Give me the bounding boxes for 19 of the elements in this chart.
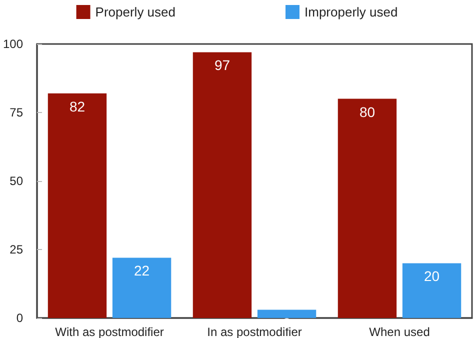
legend-label: Properly used: [95, 4, 176, 20]
bar: [48, 93, 107, 318]
y-tick-label: 0: [16, 311, 24, 325]
y-tick-label: 100: [2, 37, 24, 51]
legend-label: Improperly used: [304, 4, 398, 20]
data-label: 82: [69, 98, 86, 114]
bar: [402, 263, 462, 318]
data-label: 80: [359, 104, 376, 120]
data-label: 22: [134, 262, 150, 279]
y-tick-label: 25: [10, 242, 24, 256]
x-tick-label: When used: [369, 325, 430, 338]
bar: [112, 258, 172, 318]
bar: [338, 98, 397, 318]
bar: [192, 52, 252, 318]
bar: [257, 310, 316, 318]
y-tick-label: 75: [10, 106, 24, 120]
data-label: 20: [424, 268, 440, 284]
y-tick-label: 50: [10, 174, 24, 188]
data-label: 97: [214, 57, 230, 74]
